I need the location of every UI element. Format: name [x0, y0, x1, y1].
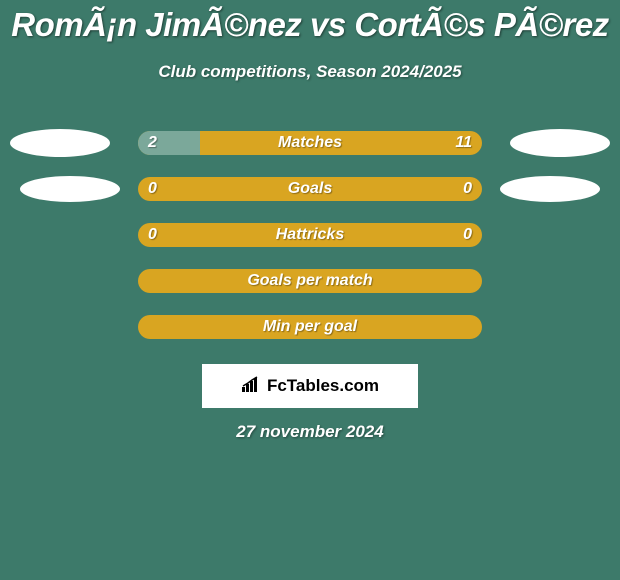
stat-bar: Min per goal [138, 315, 482, 339]
stat-bar: Goals per match [138, 269, 482, 293]
player-left-avatar [10, 129, 110, 157]
source-logo: FcTables.com [202, 364, 418, 408]
stat-label: Goals per match [138, 272, 482, 290]
player-left-avatar [20, 176, 120, 202]
subtitle: Club competitions, Season 2024/2025 [0, 62, 620, 82]
stat-label: Goals [138, 180, 482, 198]
player-right-avatar [510, 129, 610, 157]
stats-area: 2 Matches 11 0 Goals 0 0 Hattricks 0 [0, 120, 620, 350]
page-title: RomÃ¡n JimÃ©nez vs CortÃ©s PÃ©rez [0, 0, 620, 44]
stat-row-hattricks: 0 Hattricks 0 [0, 212, 620, 258]
logo-text: FcTables.com [267, 376, 379, 396]
stat-label: Min per goal [138, 318, 482, 336]
stat-bar: 2 Matches 11 [138, 131, 482, 155]
stat-bar: 0 Hattricks 0 [138, 223, 482, 247]
stat-label: Hattricks [138, 226, 482, 244]
stat-label: Matches [138, 134, 482, 152]
stat-row-goals: 0 Goals 0 [0, 166, 620, 212]
player-right-avatar [500, 176, 600, 202]
stat-row-matches: 2 Matches 11 [0, 120, 620, 166]
stat-row-gpm: Goals per match [0, 258, 620, 304]
comparison-infographic: RomÃ¡n JimÃ©nez vs CortÃ©s PÃ©rez Club c… [0, 0, 620, 580]
stat-right-value: 0 [463, 226, 472, 244]
stat-right-value: 11 [455, 134, 472, 152]
stat-bar: 0 Goals 0 [138, 177, 482, 201]
chart-icon [241, 375, 263, 398]
date-text: 27 november 2024 [0, 422, 620, 442]
stat-right-value: 0 [463, 180, 472, 198]
stat-row-mpg: Min per goal [0, 304, 620, 350]
